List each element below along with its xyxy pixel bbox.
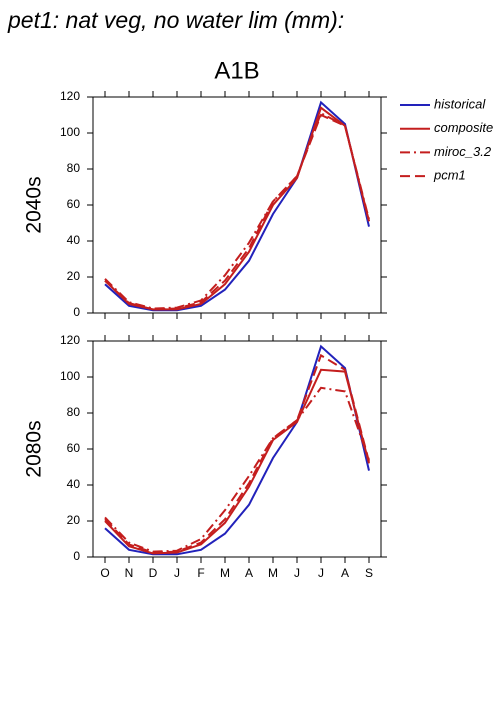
x-tick-label: D xyxy=(149,566,158,580)
legend-label: historical xyxy=(434,96,486,111)
y-tick-label: 80 xyxy=(67,161,81,175)
y-tick-label: 120 xyxy=(60,89,80,103)
x-tick-label: O xyxy=(100,566,109,580)
y-tick-label: 0 xyxy=(73,305,80,319)
y-tick-label: 40 xyxy=(67,233,81,247)
y-tick-label: 20 xyxy=(67,269,81,283)
series-line xyxy=(104,111,370,310)
y-axis-label: 2040s xyxy=(23,176,46,233)
series-line xyxy=(104,368,370,555)
series-line xyxy=(104,113,370,311)
x-tick-label: A xyxy=(341,566,349,580)
y-tick-label: 100 xyxy=(60,369,80,383)
y-tick-label: 0 xyxy=(73,549,80,563)
plot-frame xyxy=(92,96,382,314)
series-line xyxy=(104,106,370,311)
series-line xyxy=(104,386,370,553)
legend-label: miroc_3.2 xyxy=(434,144,492,159)
series-line xyxy=(104,100,370,312)
x-tick-label: J xyxy=(294,566,300,580)
y-tick-label: 100 xyxy=(60,125,80,139)
x-tick-label: F xyxy=(197,566,204,580)
x-tick-label: A xyxy=(245,566,253,580)
legend-label: composite xyxy=(434,120,493,135)
y-tick-label: 20 xyxy=(67,513,81,527)
series-line xyxy=(104,344,370,556)
series-line xyxy=(104,353,370,554)
y-tick-label: 60 xyxy=(67,197,81,211)
y-axis-label: 2080s xyxy=(23,420,46,477)
x-tick-label: J xyxy=(174,566,180,580)
plot-frame xyxy=(92,340,382,558)
x-tick-label: M xyxy=(268,566,278,580)
y-tick-label: 120 xyxy=(60,333,80,347)
y-tick-label: 60 xyxy=(67,441,81,455)
page-title: pet1: nat veg, no water lim (mm): xyxy=(7,7,344,33)
chart-title: A1B xyxy=(214,57,259,84)
x-tick-label: M xyxy=(220,566,230,580)
x-tick-label: N xyxy=(125,566,134,580)
x-tick-label: S xyxy=(365,566,373,580)
x-tick-label: J xyxy=(318,566,324,580)
y-tick-label: 40 xyxy=(67,477,81,491)
legend-label: pcm1 xyxy=(433,168,466,183)
y-tick-label: 80 xyxy=(67,405,81,419)
